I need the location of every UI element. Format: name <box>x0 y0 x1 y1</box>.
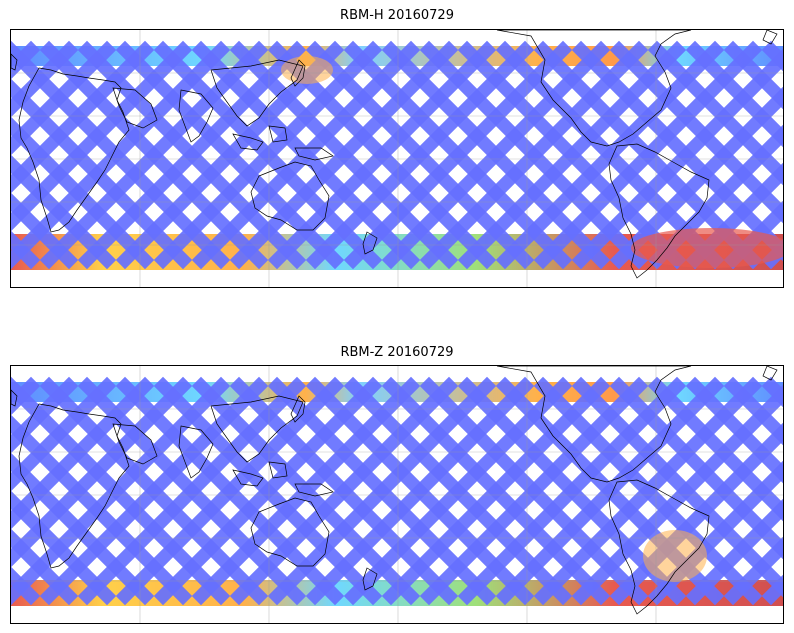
swath-ascending <box>153 376 383 606</box>
hot-region-west-pacific <box>281 56 333 84</box>
swath-descending <box>11 490 117 606</box>
swath-ascending <box>11 376 231 606</box>
swath-ascending <box>11 376 41 416</box>
swath-ascending <box>571 48 783 270</box>
swath-ascending <box>495 40 725 270</box>
swath-ascending <box>115 376 345 606</box>
swath-ascending <box>723 536 783 606</box>
swath-ascending <box>77 376 307 606</box>
swath-ascending <box>11 40 155 194</box>
swath-ascending <box>11 376 117 492</box>
swath-ascending <box>457 376 687 606</box>
swath-descending <box>685 40 783 148</box>
graticule <box>11 366 783 623</box>
swath-ascending <box>191 40 421 270</box>
swath-ascending <box>11 376 79 454</box>
swath-descending <box>685 376 783 484</box>
swath-descending <box>11 566 41 606</box>
swath-ascending <box>343 376 573 606</box>
swath-ascending <box>11 40 193 232</box>
swath-ascending <box>229 40 459 270</box>
swath-ascending <box>11 40 79 118</box>
swath-ascending <box>11 376 155 530</box>
swath-map-rbm-z <box>11 366 783 623</box>
coastlines <box>11 30 778 279</box>
swath-ascending <box>419 376 649 606</box>
hot-region-south-america <box>631 228 783 268</box>
swath-descending <box>11 230 41 270</box>
map-rbm-z <box>10 365 784 624</box>
swath-ascending <box>305 40 535 270</box>
swath-ascending <box>343 40 573 270</box>
panel-title-rbm-z: RBM-Z 20160729 <box>340 345 454 360</box>
swath-ascending <box>11 40 41 80</box>
swath-ascending <box>267 376 497 606</box>
swath-ascending <box>77 40 307 270</box>
coastlines <box>11 366 778 615</box>
swath-ascending <box>267 40 497 270</box>
swath-ascending <box>495 376 725 606</box>
swath-ascending <box>115 40 345 270</box>
swath-ascending <box>381 376 611 606</box>
swath-ascending <box>533 376 763 606</box>
swath-ascending <box>11 40 117 156</box>
hot-region-south-america <box>643 530 707 582</box>
swath-ascending <box>685 498 783 606</box>
swath-ascending <box>685 162 783 270</box>
swath-descending <box>723 376 783 446</box>
swath-ascending <box>647 124 783 270</box>
swath-ascending <box>153 40 383 270</box>
swath-ascending <box>723 200 783 270</box>
swath-ascending <box>229 376 459 606</box>
orbit-swaths <box>11 40 783 270</box>
swath-descending <box>11 528 79 606</box>
swath-ascending <box>39 40 269 270</box>
map-rbm-h <box>10 29 784 288</box>
panel-title-rbm-h: RBM-H 20160729 <box>340 8 454 23</box>
swath-ascending <box>381 40 611 270</box>
swath-ascending <box>305 376 535 606</box>
swath-descending <box>723 40 783 110</box>
swath-ascending <box>11 40 231 270</box>
swath-ascending <box>191 376 421 606</box>
swath-descending <box>11 154 117 270</box>
swath-descending <box>11 192 79 270</box>
swath-ascending <box>419 40 649 270</box>
swath-map-rbm-h <box>11 30 783 287</box>
swath-ascending <box>609 86 783 270</box>
graticule <box>11 30 783 287</box>
swath-ascending <box>11 376 193 568</box>
swath-ascending <box>533 40 763 270</box>
swath-ascending <box>571 384 783 606</box>
swath-ascending <box>39 376 269 606</box>
swath-ascending <box>457 40 687 270</box>
